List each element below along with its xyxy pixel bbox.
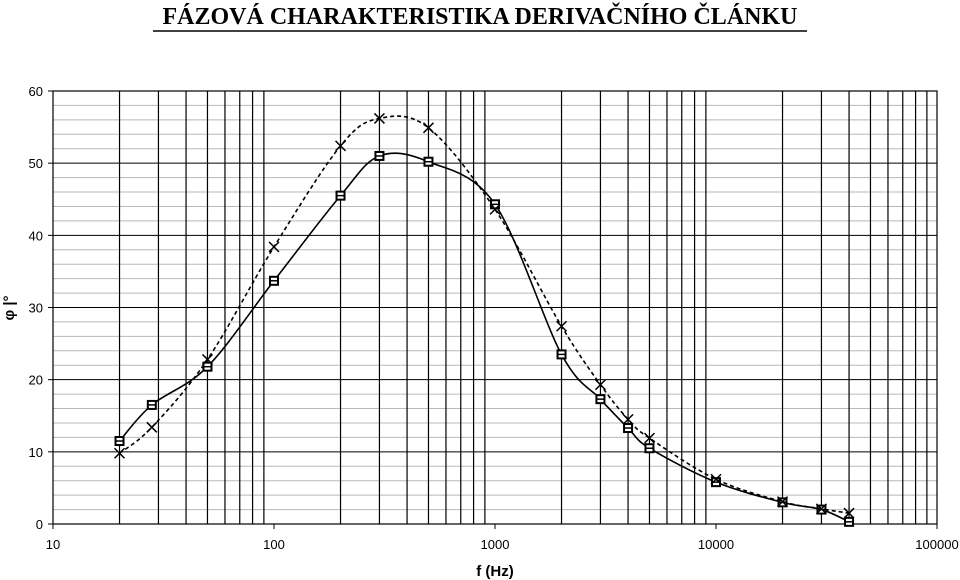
series-2-line xyxy=(119,115,850,514)
plot-grid xyxy=(53,90,937,525)
x-tick-label: 1000 xyxy=(481,537,510,552)
series-2-point xyxy=(643,432,656,444)
series-2-point xyxy=(594,379,606,391)
x-tick-label: 100000 xyxy=(915,537,958,552)
y-axis-label: φ |° xyxy=(1,295,18,320)
y-tick-label: 20 xyxy=(29,373,43,388)
series-2-point xyxy=(201,353,214,365)
y-tick-label: 40 xyxy=(29,228,43,243)
series-2-point xyxy=(373,112,385,124)
series-2-point xyxy=(489,203,501,215)
x-tick-label: 100 xyxy=(263,537,285,552)
series-2-point xyxy=(555,320,568,332)
x-tick-label: 10000 xyxy=(698,537,734,552)
series-2-point xyxy=(710,473,722,485)
y-tick-label: 0 xyxy=(36,517,43,532)
x-tick-label: 10 xyxy=(46,537,60,552)
series-2-point xyxy=(113,447,126,459)
series-2-point xyxy=(146,421,158,433)
series-2-point xyxy=(776,496,789,508)
series-2-point xyxy=(815,503,827,515)
series-2-point xyxy=(622,413,634,425)
series-2-point xyxy=(334,140,347,152)
y-tick-label: 30 xyxy=(29,301,43,316)
y-tick-label: 50 xyxy=(29,156,43,171)
chart-title: FÁZOVÁ CHARAKTERISTIKA DERIVAČNÍHO ČLÁNK… xyxy=(163,3,798,30)
series-2-point xyxy=(843,507,855,519)
series-2-point xyxy=(422,122,435,134)
y-tick-label: 10 xyxy=(29,445,43,460)
series-2-point xyxy=(268,241,280,253)
plot-series xyxy=(113,112,855,527)
y-tick-label: 60 xyxy=(29,84,43,99)
plot-axes xyxy=(48,90,938,529)
x-axis-label: f (Hz) xyxy=(476,563,514,580)
